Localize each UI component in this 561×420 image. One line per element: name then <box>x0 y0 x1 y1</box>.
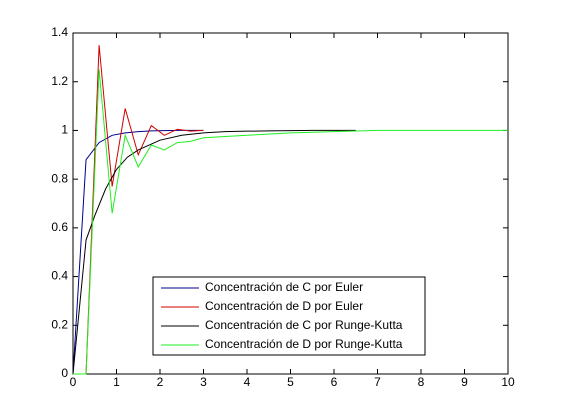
legend-label: Concentración de C por Runge-Kutta <box>205 318 403 332</box>
x-tick-label: 5 <box>287 375 294 389</box>
x-tick-label: 4 <box>244 375 251 389</box>
y-tick-label: 0.6 <box>51 220 68 234</box>
y-tick-label: 1.2 <box>51 74 68 88</box>
series-line <box>73 69 508 375</box>
y-tick-label: 1 <box>61 123 68 137</box>
x-tick-label: 8 <box>418 375 425 389</box>
x-tick-label: 10 <box>501 375 515 389</box>
y-tick-label: 0 <box>61 366 68 380</box>
series-line <box>73 45 204 375</box>
series-line <box>72 129 356 375</box>
legend: Concentración de C por Euler Concentració… <box>152 276 426 356</box>
x-tick-label: 6 <box>331 375 338 389</box>
x-tick-label: 9 <box>461 375 468 389</box>
y-tick-label: 0.4 <box>51 269 68 283</box>
y-tick-label: 0.2 <box>51 317 68 331</box>
x-tick-label: 1 <box>113 375 120 389</box>
x-tick-label: 3 <box>200 375 207 389</box>
y-tick-label: 0.8 <box>51 171 68 185</box>
y-tick-label: 1.4 <box>51 25 68 39</box>
x-tick-label: 2 <box>157 375 164 389</box>
x-tick-label: 7 <box>374 375 381 389</box>
legend-label: Concentración de C por Euler <box>205 280 363 294</box>
legend-box <box>152 276 426 356</box>
legend-label: Concentración de D por Runge-Kutta <box>205 337 403 351</box>
x-tick-label: 0 <box>70 375 77 389</box>
legend-label: Concentración de D por Euler <box>205 299 363 313</box>
